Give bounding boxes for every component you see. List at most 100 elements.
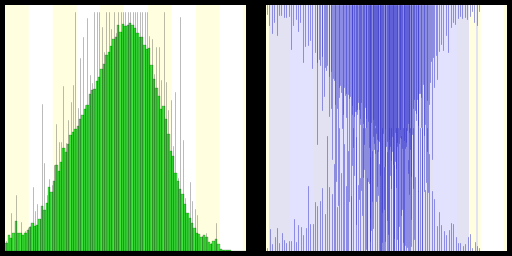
Bar — [196, 232, 198, 251]
Bar — [8, 235, 10, 251]
Bar — [124, 5, 148, 251]
Bar — [29, 227, 31, 251]
Bar — [388, 5, 390, 251]
Bar — [222, 250, 224, 251]
Bar — [188, 218, 191, 251]
Bar — [423, 5, 426, 251]
Bar — [48, 187, 50, 251]
Bar — [186, 213, 188, 251]
Bar — [345, 5, 347, 251]
Bar — [476, 5, 478, 251]
Bar — [243, 5, 267, 251]
Bar — [103, 64, 105, 251]
Bar — [98, 77, 100, 251]
Bar — [112, 39, 115, 251]
Bar — [450, 5, 452, 251]
Bar — [148, 48, 151, 251]
Bar — [357, 5, 359, 251]
Bar — [404, 5, 407, 251]
Bar — [283, 5, 285, 251]
Bar — [167, 134, 169, 251]
Bar — [151, 65, 153, 251]
Bar — [290, 5, 314, 251]
Bar — [333, 5, 335, 251]
Bar — [338, 5, 340, 251]
Bar — [304, 5, 307, 251]
Bar — [281, 5, 283, 251]
Bar — [203, 235, 205, 251]
Bar — [93, 89, 96, 251]
Bar — [400, 5, 402, 251]
Bar — [79, 119, 81, 251]
Bar — [276, 5, 278, 251]
Bar — [407, 5, 409, 251]
Bar — [386, 5, 388, 251]
Bar — [350, 5, 352, 251]
Bar — [210, 244, 212, 251]
Bar — [419, 5, 421, 251]
Bar — [172, 5, 196, 251]
Bar — [89, 94, 91, 251]
Bar — [46, 202, 48, 251]
Bar — [17, 233, 19, 251]
Bar — [278, 5, 281, 251]
Bar — [172, 156, 174, 251]
Bar — [324, 5, 326, 251]
Bar — [220, 250, 222, 251]
Bar — [115, 37, 117, 251]
Bar — [81, 115, 84, 251]
Bar — [110, 46, 112, 251]
Bar — [328, 5, 331, 251]
Bar — [316, 5, 318, 251]
Bar — [373, 5, 376, 251]
Bar — [409, 5, 412, 251]
Bar — [309, 5, 311, 251]
Bar — [5, 5, 29, 251]
Bar — [55, 165, 57, 251]
Bar — [5, 243, 8, 251]
Bar — [146, 49, 148, 251]
Bar — [162, 106, 165, 251]
Bar — [15, 221, 17, 251]
Bar — [267, 5, 291, 251]
Bar — [74, 129, 77, 251]
Bar — [326, 5, 328, 251]
Bar — [122, 24, 124, 251]
Bar — [380, 5, 383, 251]
Bar — [191, 223, 194, 251]
Bar — [117, 25, 119, 251]
Bar — [386, 5, 409, 251]
Bar — [271, 5, 273, 251]
Bar — [155, 88, 158, 251]
Bar — [361, 5, 386, 251]
Bar — [34, 226, 36, 251]
Bar — [459, 5, 462, 251]
Bar — [208, 242, 210, 251]
Bar — [77, 5, 100, 251]
Bar — [139, 37, 141, 251]
Bar — [314, 5, 338, 251]
Bar — [77, 126, 79, 251]
Bar — [227, 250, 229, 251]
Bar — [38, 219, 41, 251]
Bar — [229, 250, 231, 251]
Bar — [464, 5, 466, 251]
Bar — [100, 5, 124, 251]
Bar — [53, 5, 77, 251]
Bar — [393, 5, 395, 251]
Bar — [292, 5, 295, 251]
Bar — [302, 5, 304, 251]
Bar — [184, 204, 186, 251]
Bar — [215, 239, 217, 251]
Bar — [412, 5, 414, 251]
Bar — [86, 105, 89, 251]
Bar — [60, 162, 62, 251]
Bar — [300, 5, 302, 251]
Bar — [433, 5, 457, 251]
Bar — [435, 5, 438, 251]
Bar — [124, 26, 126, 251]
Bar — [290, 5, 292, 251]
Bar — [141, 37, 143, 251]
Bar — [447, 5, 450, 251]
Bar — [335, 5, 338, 251]
